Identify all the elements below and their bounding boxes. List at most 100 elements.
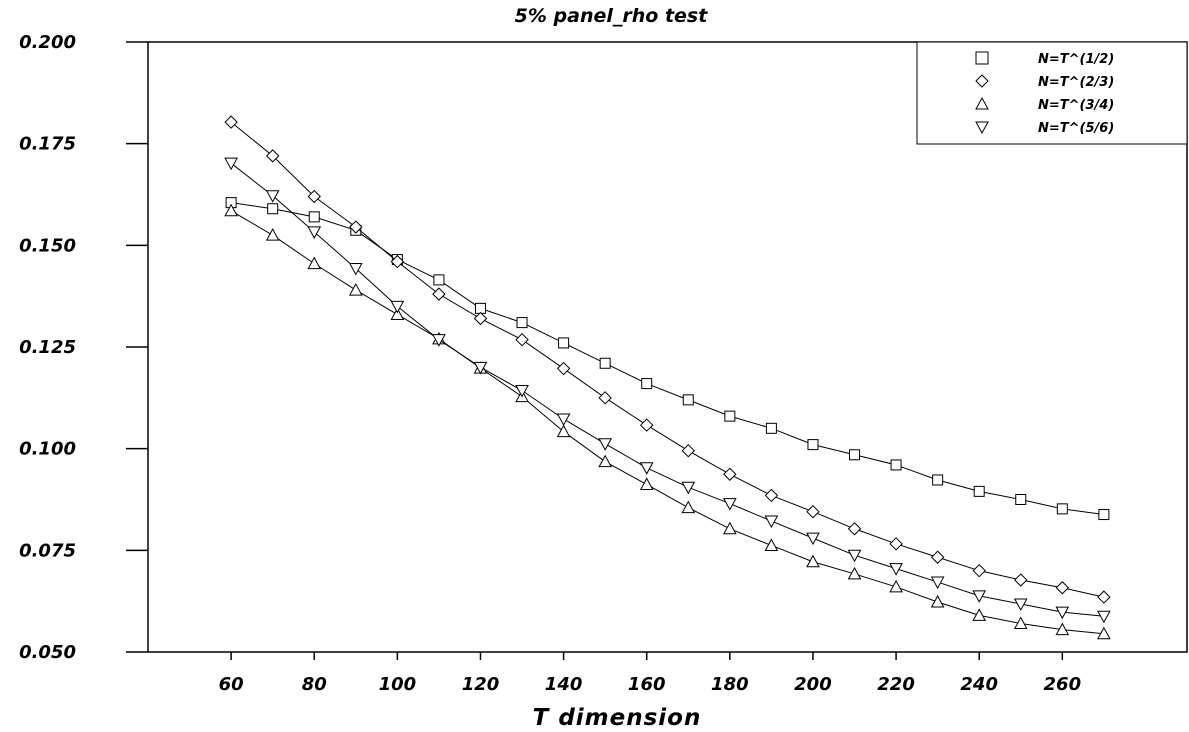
- series-line: [230, 210, 1104, 635]
- data-point: [682, 394, 694, 406]
- legend-item: N=T^(3/4): [975, 96, 1114, 113]
- x-axis-label: T dimension: [533, 705, 702, 731]
- data-point: [348, 283, 363, 296]
- data-point: [348, 263, 363, 276]
- data-point: [973, 485, 985, 497]
- data-point: [1098, 509, 1110, 521]
- data-point: [639, 477, 654, 490]
- legend-label: N=T^(5/6): [1038, 121, 1114, 136]
- x-tick-label: 200: [794, 674, 832, 695]
- data-point: [806, 554, 820, 568]
- data-point: [267, 203, 279, 215]
- data-point: [1015, 494, 1027, 505]
- data-point: [349, 220, 363, 234]
- data-point: [265, 190, 280, 203]
- data-point: [516, 317, 528, 329]
- data-point: [265, 228, 280, 241]
- data-point: [556, 413, 571, 427]
- data-point: [847, 522, 862, 536]
- legend-marker: [975, 51, 989, 65]
- data-point: [1055, 581, 1070, 595]
- data-point: [764, 515, 779, 529]
- legend-marker: [975, 121, 989, 135]
- data-point: [765, 422, 777, 434]
- x-tick-label: 220: [877, 674, 915, 695]
- data-point: [639, 462, 654, 475]
- data-point: [556, 361, 571, 376]
- data-point: [432, 287, 446, 301]
- data-point: [1097, 590, 1111, 604]
- data-point: [930, 594, 945, 608]
- data-point: [308, 211, 320, 223]
- data-point: [806, 532, 820, 546]
- data-point: [390, 300, 405, 314]
- data-point: [432, 334, 446, 347]
- data-point: [307, 256, 322, 270]
- data-point: [473, 361, 488, 375]
- data-point: [806, 504, 820, 519]
- series-triangle-down: [224, 157, 1111, 624]
- data-point: [681, 443, 695, 458]
- x-tick-label: 260: [1044, 674, 1082, 695]
- data-point: [722, 498, 737, 511]
- x-tick-label: 180: [711, 674, 749, 695]
- data-point: [224, 115, 238, 129]
- series-line: [230, 162, 1104, 617]
- data-point: [307, 189, 321, 204]
- y-tick-label: 0.175: [19, 134, 76, 155]
- data-point: [556, 424, 571, 438]
- data-point: [889, 579, 903, 593]
- legend-label: N=T^(3/4): [1038, 98, 1114, 113]
- data-point: [224, 157, 238, 171]
- data-point: [473, 311, 488, 326]
- series-square: [225, 197, 1110, 521]
- data-point: [641, 378, 653, 390]
- data-point: [1056, 503, 1068, 515]
- data-point: [932, 474, 944, 486]
- y-tick-label: 0.200: [19, 32, 76, 53]
- legend-item: N=T^(5/6): [975, 121, 1114, 136]
- x-tick-label: 60: [219, 674, 244, 695]
- legend: N=T^(1/2) N=T^(2/3) N=T^(3/4) N=T^(5/6): [916, 41, 1188, 145]
- data-point: [724, 410, 736, 422]
- x-tick-label: 160: [628, 674, 666, 695]
- data-point: [515, 385, 529, 398]
- data-point: [390, 254, 405, 269]
- data-point: [681, 500, 696, 514]
- series-diamond: [224, 115, 1111, 604]
- x-tick-label: 140: [545, 674, 583, 695]
- x-tick-label: 100: [379, 674, 417, 695]
- data-point: [764, 538, 779, 551]
- legend-item: N=T^(2/3): [975, 74, 1114, 90]
- data-point: [265, 149, 280, 163]
- data-point: [972, 590, 987, 603]
- chart-title: 5% panel_rho test: [515, 5, 709, 27]
- data-point: [640, 418, 654, 432]
- data-point: [890, 459, 902, 471]
- x-tick-label: 240: [960, 674, 998, 695]
- data-point: [1013, 616, 1028, 630]
- legend-marker: [975, 74, 989, 88]
- data-point: [807, 439, 819, 451]
- series-line: [231, 202, 1104, 516]
- data-point: [681, 481, 696, 495]
- data-point: [930, 550, 945, 564]
- data-point: [515, 332, 529, 347]
- x-tick-label: 80: [302, 674, 327, 695]
- data-point: [598, 454, 613, 468]
- data-point: [847, 549, 862, 563]
- data-point: [723, 467, 737, 481]
- data-point: [1097, 610, 1111, 624]
- y-tick-label: 0.125: [19, 337, 76, 358]
- data-point: [390, 307, 405, 320]
- legend-box: [916, 41, 1188, 145]
- y-tick-label: 0.100: [19, 439, 76, 460]
- legend-item: N=T^(1/2): [975, 51, 1114, 67]
- data-point: [598, 391, 612, 405]
- data-point: [849, 449, 861, 461]
- y-axis: 0.050 0.075 0.100 0.125 0.150 0.175 0.200: [19, 32, 148, 663]
- data-point: [1097, 626, 1111, 640]
- data-point: [224, 203, 238, 217]
- series-layer: [224, 115, 1111, 640]
